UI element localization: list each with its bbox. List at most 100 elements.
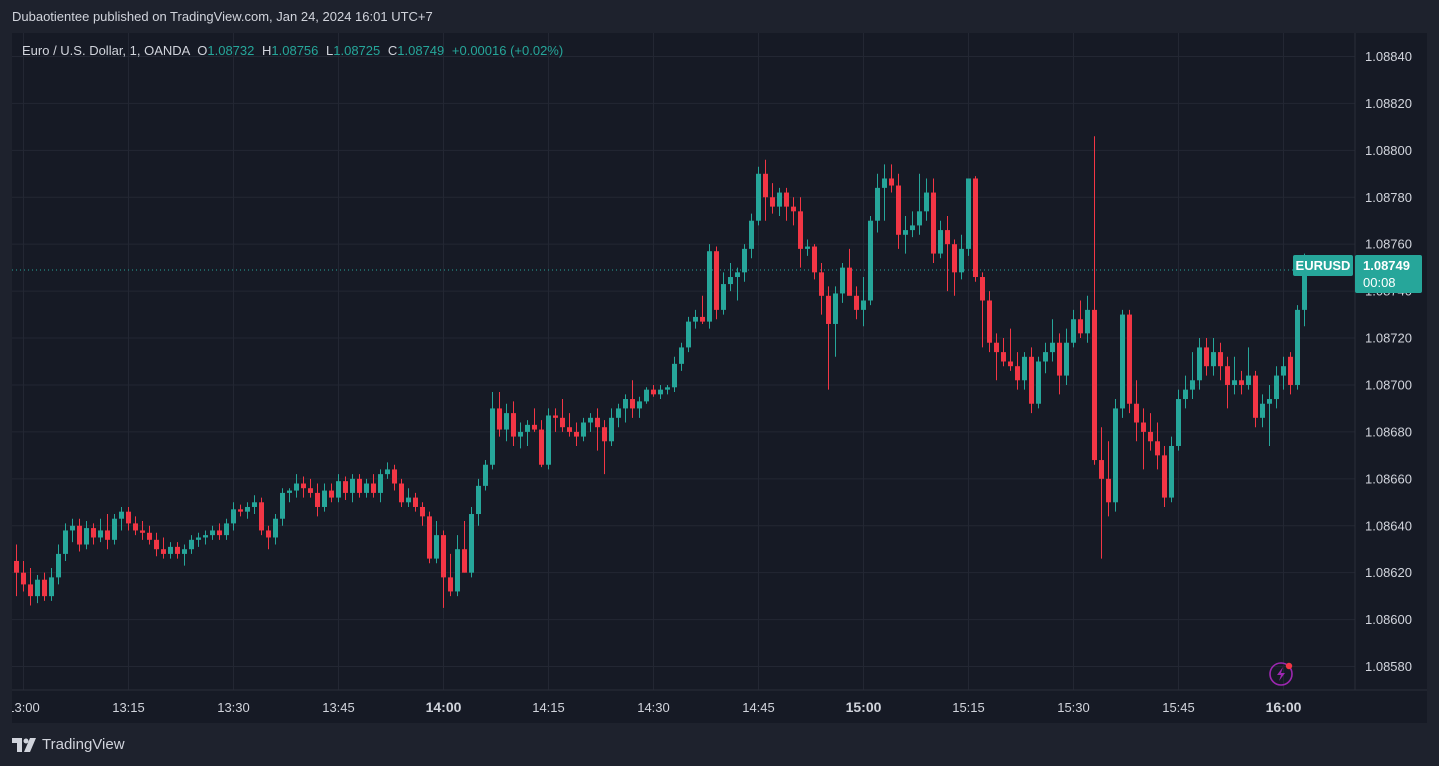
candle-body: [154, 539, 159, 550]
candlestick-chart[interactable]: 1.08580 1.08600 1.08620 1.08640 1.08660 1.086…: [12, 33, 1427, 723]
candle-body: [1239, 380, 1244, 385]
candle: [1253, 370, 1258, 428]
candle: [728, 262, 733, 292]
candle-body: [497, 408, 502, 430]
candle: [371, 474, 376, 498]
price-tick-label: 1.08660: [1365, 471, 1412, 486]
candle: [497, 392, 502, 437]
candle: [91, 523, 96, 545]
candle: [168, 542, 173, 559]
candle: [686, 316, 691, 353]
price-tick-label: 1.08620: [1365, 565, 1412, 580]
candle-body: [427, 516, 432, 559]
candle: [154, 532, 159, 557]
symbol-name[interactable]: Euro / U.S. Dollar, 1, OANDA: [22, 43, 190, 58]
candle-body: [840, 267, 845, 294]
candle-body: [672, 363, 677, 388]
candle-body: [602, 427, 607, 442]
candle-body: [119, 511, 124, 519]
candle-body: [1015, 366, 1020, 381]
candle-body: [966, 178, 971, 249]
price-tick-label: 1.08700: [1365, 377, 1412, 392]
candle: [1162, 445, 1167, 507]
candle-body: [1190, 380, 1195, 390]
candle: [539, 420, 544, 468]
candle-body: [854, 295, 859, 310]
candle: [112, 514, 117, 545]
candle-body: [1211, 352, 1216, 367]
price-tick-label: 1.08840: [1365, 49, 1412, 64]
candle-body: [91, 528, 96, 538]
low-value: 1.08725: [333, 43, 381, 58]
candle: [406, 488, 411, 507]
candle-body: [483, 464, 488, 486]
candle: [938, 220, 943, 259]
candle: [1176, 389, 1181, 451]
candle-body: [595, 417, 600, 428]
candle-body: [665, 387, 670, 390]
candle-body: [399, 483, 404, 503]
candle: [133, 516, 138, 536]
price-tag-value: 1.08749: [1363, 258, 1410, 273]
candle: [924, 178, 929, 221]
candle: [980, 272, 985, 348]
candle: [1106, 441, 1111, 517]
high-value: 1.08756: [271, 43, 319, 58]
candle-body: [294, 483, 299, 491]
candle-body: [826, 295, 831, 324]
candle: [952, 239, 957, 296]
candle-body: [511, 413, 516, 437]
candle: [504, 403, 509, 442]
candle-body: [224, 523, 229, 536]
footer-branding[interactable]: TradingView: [12, 736, 125, 753]
candle-body: [896, 185, 901, 235]
price-tag-countdown: 00:08: [1363, 275, 1396, 290]
candle: [567, 413, 572, 437]
candle-body: [700, 316, 705, 322]
candle: [903, 216, 908, 254]
candle-body: [308, 488, 313, 493]
candle: [378, 469, 383, 503]
candle: [616, 403, 621, 428]
candle: [1274, 366, 1279, 409]
candle: [427, 511, 432, 564]
candle-body: [252, 502, 257, 507]
candle-body: [245, 506, 250, 512]
candle-body: [861, 300, 866, 310]
lightning-alert-icon[interactable]: [1269, 662, 1293, 686]
candle: [1113, 399, 1118, 512]
candle: [420, 502, 425, 526]
candle-body: [532, 424, 537, 430]
candle: [189, 535, 194, 554]
candle: [812, 244, 817, 280]
candle: [1078, 300, 1083, 339]
candle-body: [1197, 347, 1202, 381]
candle-body: [448, 577, 453, 592]
candle-body: [686, 321, 691, 348]
price-axis[interactable]: 1.08580 1.08600 1.08620 1.08640 1.08660 1.086…: [1365, 49, 1412, 674]
price-tick-label: 1.08720: [1365, 331, 1412, 346]
candle: [231, 502, 236, 531]
candle: [868, 216, 873, 306]
time-axis[interactable]: 13:00 13:15 13:30 13:45 14:00 14:15 14:30 14:45…: [12, 699, 1302, 715]
price-tick-label: 1.08580: [1365, 659, 1412, 674]
candle: [490, 392, 495, 470]
candle-body: [1183, 389, 1188, 400]
candle: [805, 239, 810, 256]
candle-body: [763, 173, 768, 198]
candle-body: [903, 230, 908, 235]
chart-pane[interactable]: 1.08580 1.08600 1.08620 1.08640 1.08660 1.086…: [12, 33, 1427, 723]
candle-body: [1099, 460, 1104, 479]
candle-body: [735, 272, 740, 278]
time-tick-label: 16:00: [1266, 699, 1302, 715]
candle: [966, 178, 971, 256]
candle: [693, 309, 698, 329]
candle-body: [70, 525, 75, 531]
candle-body: [56, 553, 61, 578]
candle-body: [784, 192, 789, 207]
candle-body: [217, 530, 222, 536]
candle-body: [777, 192, 782, 207]
candle: [1204, 338, 1209, 376]
symbol-tag-bg: [1293, 255, 1353, 276]
candle: [21, 560, 26, 592]
